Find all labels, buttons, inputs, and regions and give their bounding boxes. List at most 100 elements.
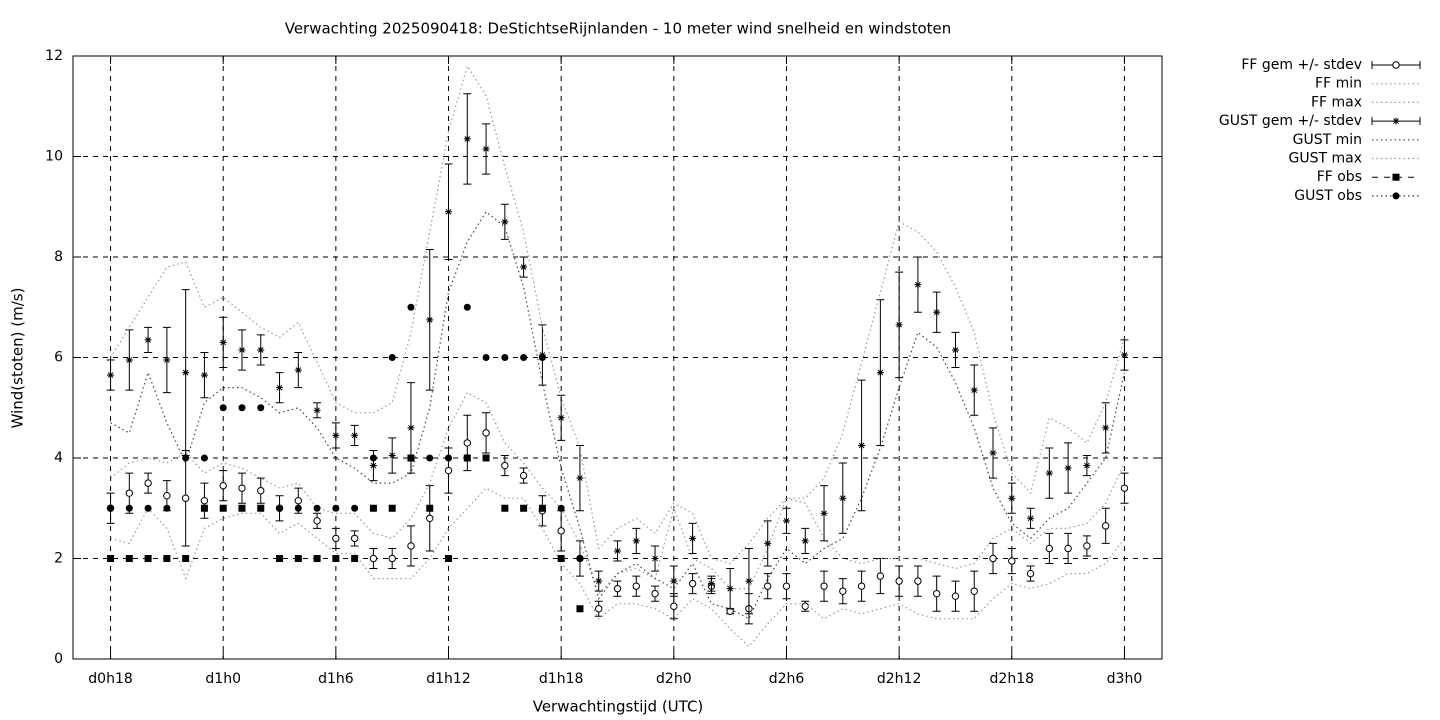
y-tick-label: 2 [54, 551, 63, 567]
point [989, 554, 997, 563]
point [238, 404, 246, 412]
point [1083, 542, 1091, 550]
point [444, 466, 453, 475]
point [839, 587, 847, 595]
point [125, 489, 134, 497]
point [350, 534, 359, 543]
point [782, 517, 790, 525]
point [313, 504, 321, 512]
point [125, 555, 133, 562]
point [276, 555, 284, 562]
point [782, 582, 791, 590]
point [970, 386, 978, 394]
point [595, 605, 603, 613]
point [688, 579, 697, 588]
point [219, 338, 227, 346]
point [125, 356, 133, 364]
point [182, 369, 190, 377]
point [332, 431, 340, 439]
point [163, 491, 171, 500]
point [557, 527, 565, 535]
point [219, 404, 227, 412]
point [557, 504, 565, 512]
point [501, 218, 509, 226]
point [351, 431, 359, 439]
point [876, 572, 885, 580]
point [445, 555, 453, 562]
y-tick-label: 12 [45, 48, 63, 64]
point [1120, 351, 1128, 359]
x-tick-label: d2h12 [877, 671, 921, 687]
point [219, 504, 227, 512]
point [520, 354, 528, 361]
point [1008, 557, 1016, 565]
point [914, 577, 922, 585]
point [1008, 494, 1016, 502]
point [181, 494, 190, 502]
point [182, 454, 190, 462]
point [332, 534, 340, 543]
point [501, 354, 509, 361]
point [351, 555, 359, 562]
point [351, 504, 359, 512]
x-tick-label: d3h0 [1107, 671, 1143, 687]
point [426, 316, 434, 324]
point [482, 429, 490, 437]
point [144, 479, 152, 487]
point [407, 454, 415, 462]
point [238, 484, 246, 492]
point [614, 547, 621, 555]
point [426, 514, 434, 522]
point [200, 504, 208, 512]
point [632, 582, 640, 590]
x-tick-label: d2h0 [656, 671, 692, 687]
point [445, 208, 453, 216]
point [576, 555, 584, 562]
point [163, 356, 171, 364]
x-tick-label: d2h18 [990, 671, 1034, 687]
point [463, 439, 471, 447]
point [1026, 569, 1035, 578]
point [895, 577, 903, 585]
y-tick-label: 0 [54, 651, 63, 667]
point [294, 497, 303, 505]
point [294, 504, 302, 512]
point [501, 461, 509, 470]
legend-label: GUST min [1293, 132, 1362, 148]
point [388, 504, 396, 512]
legend-label: FF gem +/- stdev [1241, 57, 1362, 73]
point [407, 542, 415, 550]
point [107, 371, 115, 379]
point [426, 454, 434, 462]
x-tick-label: d1h6 [318, 671, 354, 687]
point [107, 504, 115, 512]
point [482, 145, 490, 153]
point [238, 504, 246, 512]
y-axis-label: Wind(stoten) (m/s) [9, 288, 27, 429]
point [276, 384, 284, 392]
point [707, 580, 715, 588]
point [632, 537, 640, 545]
point [651, 589, 659, 598]
y-tick-label: 4 [54, 450, 63, 466]
x-tick-label: d1h18 [539, 671, 583, 687]
point [1083, 462, 1091, 470]
point [933, 308, 941, 316]
point [332, 504, 340, 512]
point [857, 582, 866, 590]
point [595, 577, 603, 585]
point [463, 454, 471, 462]
point [313, 555, 321, 562]
point [1101, 522, 1110, 530]
point [538, 504, 546, 512]
point [689, 534, 697, 542]
point [144, 336, 152, 344]
line-series [110, 210, 1125, 620]
point [1102, 424, 1110, 432]
point [651, 555, 659, 562]
plot-frame [72, 55, 1163, 660]
point [482, 454, 490, 462]
point [257, 404, 265, 412]
point [501, 504, 509, 512]
x-tick-label: d2h6 [769, 671, 805, 687]
